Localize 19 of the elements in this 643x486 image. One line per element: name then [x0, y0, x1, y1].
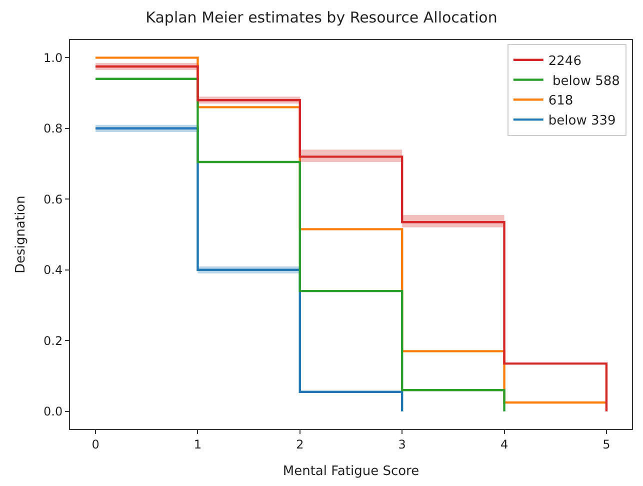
y-tick-label: 0.8 — [44, 122, 63, 136]
x-tick-label: 2 — [296, 437, 304, 452]
x-tick-label: 0 — [92, 437, 100, 452]
legend-label: below 588 — [548, 74, 620, 89]
y-tick-label: 0.4 — [44, 263, 63, 278]
legend-label: below 339 — [548, 114, 616, 129]
legend-label: 2246 — [548, 54, 582, 69]
x-tick-label: 5 — [602, 437, 610, 452]
y-tick-label: 0.6 — [44, 192, 63, 206]
x-axis-title: Mental Fatigue Score — [282, 464, 420, 479]
x-tick-label: 3 — [398, 437, 406, 452]
y-tick-label: 0.0 — [44, 404, 63, 419]
y-tick-label: 1.0 — [44, 50, 63, 65]
legend-label: 618 — [548, 94, 574, 109]
y-axis-title: Designation — [13, 196, 28, 274]
chart-title: Kaplan Meier estimates by Resource Allocation — [146, 8, 498, 27]
x-tick-label: 4 — [500, 437, 508, 452]
y-tick-label: 0.2 — [44, 334, 63, 348]
x-tick-label: 1 — [194, 437, 202, 452]
